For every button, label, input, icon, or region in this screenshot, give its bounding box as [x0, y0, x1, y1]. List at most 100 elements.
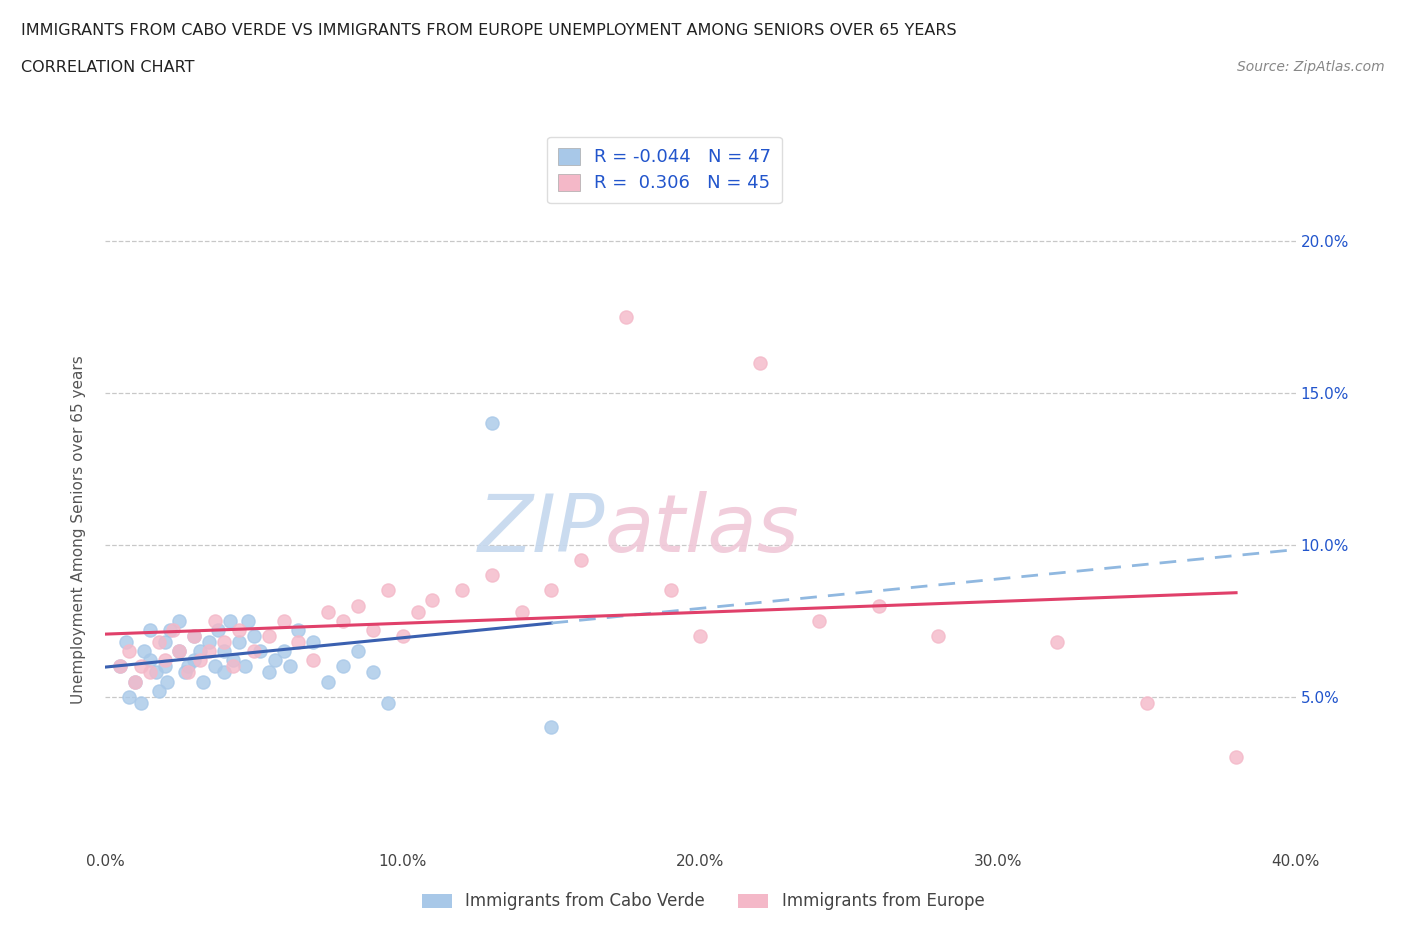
Point [118, 644, 141, 658]
Point [145, 665, 167, 680]
Point [406, 604, 429, 619]
Point [236, 614, 259, 629]
Point [689, 629, 711, 644]
Point [263, 653, 285, 668]
Point [174, 665, 197, 680]
Point [138, 653, 160, 668]
Point [153, 634, 176, 649]
Point [118, 689, 141, 704]
Point [148, 684, 170, 698]
Point [451, 583, 474, 598]
Point [302, 634, 325, 649]
Point [183, 629, 205, 644]
Point [207, 622, 229, 637]
Point [481, 416, 503, 431]
Point [510, 604, 533, 619]
Point [257, 665, 280, 680]
Point [177, 659, 200, 674]
Point [188, 644, 211, 658]
Point [287, 634, 309, 649]
Point [212, 644, 235, 658]
Point [108, 659, 131, 674]
Text: Source: ZipAtlas.com: Source: ZipAtlas.com [1237, 60, 1385, 74]
Point [138, 665, 160, 680]
Point [198, 644, 221, 658]
Point [361, 665, 384, 680]
Point [148, 634, 170, 649]
Point [422, 592, 444, 607]
Point [108, 659, 131, 674]
Point [1225, 751, 1247, 765]
Point [156, 674, 179, 689]
Point [569, 552, 592, 567]
Y-axis label: Unemployment Among Seniors over 65 years: Unemployment Among Seniors over 65 years [72, 355, 86, 704]
Point [177, 665, 200, 680]
Point [233, 659, 256, 674]
Point [124, 674, 146, 689]
Point [183, 629, 205, 644]
Point [481, 568, 503, 583]
Point [212, 665, 235, 680]
Point [114, 634, 136, 649]
Point [198, 634, 221, 649]
Legend: R = -0.044   N = 47, R =  0.306   N = 45: R = -0.044 N = 47, R = 0.306 N = 45 [547, 137, 782, 204]
Point [219, 614, 242, 629]
Point [659, 583, 682, 598]
Text: IMMIGRANTS FROM CABO VERDE VS IMMIGRANTS FROM EUROPE UNEMPLOYMENT AMONG SENIORS : IMMIGRANTS FROM CABO VERDE VS IMMIGRANTS… [21, 23, 956, 38]
Point [204, 659, 226, 674]
Text: ZIP: ZIP [478, 491, 605, 568]
Point [273, 644, 295, 658]
Point [153, 653, 176, 668]
Point [332, 614, 354, 629]
Point [332, 659, 354, 674]
Point [222, 659, 245, 674]
Point [243, 644, 266, 658]
Point [868, 598, 890, 613]
Point [159, 622, 181, 637]
Point [169, 644, 191, 658]
Point [927, 629, 949, 644]
Point [132, 644, 155, 658]
Point [808, 614, 831, 629]
Point [153, 659, 176, 674]
Point [1136, 696, 1159, 711]
Point [138, 622, 160, 637]
Point [243, 629, 266, 644]
Point [377, 696, 399, 711]
Point [316, 604, 339, 619]
Point [169, 614, 191, 629]
Point [278, 659, 301, 674]
Point [1046, 634, 1069, 649]
Point [347, 644, 370, 658]
Point [540, 583, 562, 598]
Point [228, 634, 250, 649]
Point [347, 598, 370, 613]
Point [249, 644, 271, 658]
Point [377, 583, 399, 598]
Point [124, 674, 146, 689]
Point [193, 674, 215, 689]
Point [273, 614, 295, 629]
Point [287, 622, 309, 637]
Point [257, 629, 280, 644]
Point [228, 622, 250, 637]
Point [183, 653, 205, 668]
Point [302, 653, 325, 668]
Point [391, 629, 413, 644]
Point [204, 614, 226, 629]
Point [540, 720, 562, 735]
Point [222, 653, 245, 668]
Point [188, 653, 211, 668]
Point [129, 696, 152, 711]
Point [129, 659, 152, 674]
Point [212, 634, 235, 649]
Point [361, 622, 384, 637]
Point [162, 622, 184, 637]
Point [614, 310, 637, 325]
Point [748, 355, 770, 370]
Point [316, 674, 339, 689]
Text: CORRELATION CHART: CORRELATION CHART [21, 60, 194, 75]
Point [169, 644, 191, 658]
Legend: Immigrants from Cabo Verde, Immigrants from Europe: Immigrants from Cabo Verde, Immigrants f… [415, 885, 991, 917]
Text: atlas: atlas [605, 491, 800, 568]
